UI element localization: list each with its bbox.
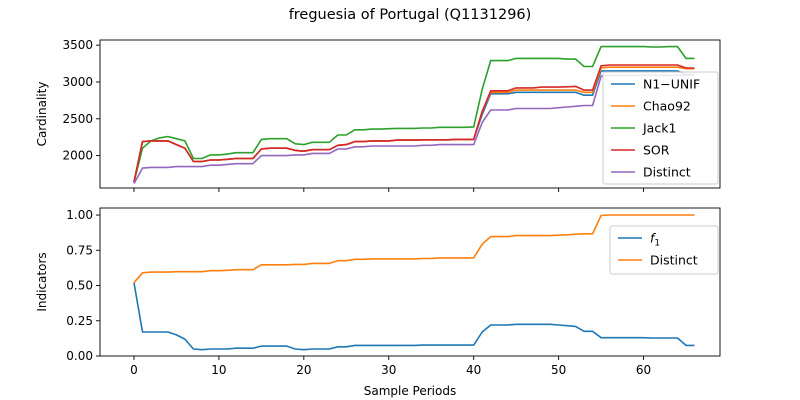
y-axis-label: Indicators bbox=[35, 252, 49, 311]
y-tick-label: 3500 bbox=[62, 38, 93, 52]
series-line-f1 bbox=[133, 282, 695, 351]
legend-label: Distinct bbox=[643, 165, 691, 180]
y-tick-label: 0.25 bbox=[66, 314, 93, 328]
legend-label: Distinct bbox=[650, 253, 698, 268]
figure-title: freguesia of Portugal (Q1131296) bbox=[289, 7, 532, 23]
legend-label: N1−UNIF bbox=[643, 77, 700, 92]
axes-frame bbox=[99, 207, 721, 357]
legend: N1−UNIF Chao92 Jack1 SOR Distinct bbox=[602, 71, 719, 185]
y-tick-label: 2500 bbox=[62, 112, 93, 126]
y-tick-label: 2000 bbox=[62, 149, 93, 163]
x-tick-label: 60 bbox=[636, 363, 651, 377]
y-axis-label: Cardinality bbox=[35, 82, 49, 147]
legend-label: Chao92 bbox=[643, 99, 691, 114]
y-tick-label: 0.50 bbox=[66, 279, 93, 293]
legend-label-f1-subscript: 1 bbox=[654, 239, 660, 249]
x-tick-label: 50 bbox=[551, 363, 566, 377]
series-line-distinct bbox=[133, 74, 695, 184]
x-tick-label: 10 bbox=[211, 363, 226, 377]
x-axis-label: Sample Periods bbox=[364, 384, 456, 398]
y-tick-label: 0.75 bbox=[66, 243, 93, 257]
y-tick-label: 0.00 bbox=[66, 349, 93, 363]
legend-label-f1-base: f bbox=[650, 231, 656, 246]
series-line-sor bbox=[133, 64, 695, 183]
x-tick-label: 20 bbox=[296, 363, 311, 377]
cardinality-panel: 2000 2500 3000 3500 Cardinality N1−UNIF Chao92… bbox=[35, 38, 721, 192]
legend: f1 Distinct bbox=[609, 225, 719, 275]
y-tick-label: 3000 bbox=[62, 75, 93, 89]
axes-frame bbox=[99, 39, 721, 189]
legend-box bbox=[602, 71, 719, 185]
x-tick-label: 30 bbox=[381, 363, 396, 377]
legend-label: Jack1 bbox=[642, 121, 676, 136]
x-tick-label: 0 bbox=[130, 363, 138, 377]
indicators-panel: 0 10 20 30 40 50 60 0.00 0.25 0.50 0.75 1.00 Indicat… bbox=[35, 207, 721, 398]
y-tick-label: 1.00 bbox=[66, 208, 93, 222]
legend-label: SOR bbox=[643, 143, 670, 158]
x-tick-label: 40 bbox=[466, 363, 481, 377]
series-line-distinct bbox=[133, 214, 695, 284]
legend-label-f1: f1 bbox=[650, 231, 660, 249]
series-line-jack1 bbox=[133, 45, 695, 183]
